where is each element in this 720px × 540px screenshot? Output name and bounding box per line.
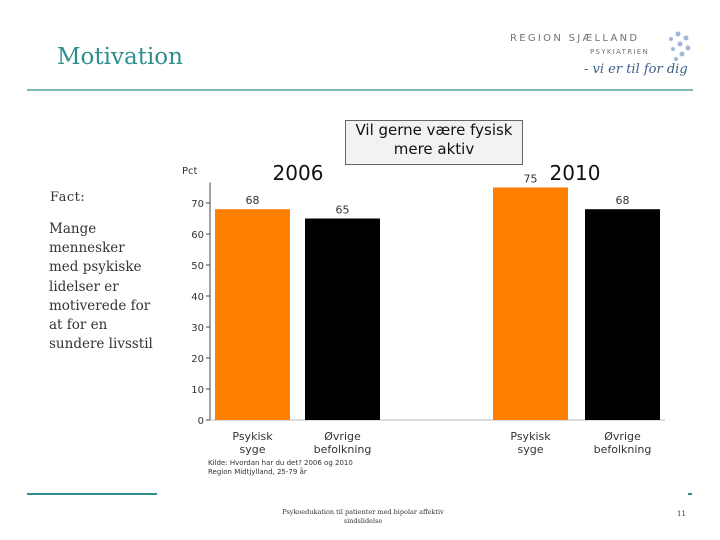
y-tick-label: 10 (191, 385, 204, 396)
category-label: Øvrige (604, 430, 641, 443)
bar-value-label: 68 (246, 194, 260, 207)
fact-line: Mange (49, 221, 97, 237)
page-number: 11 (677, 510, 686, 518)
chart-source: Kilde: Hvordan har du det? 2006 og 2010 … (208, 459, 368, 477)
y-tick-label: 30 (191, 323, 204, 334)
footer-divider (27, 493, 157, 495)
category-label: syge (518, 443, 544, 456)
year-label: 2006 (273, 161, 324, 185)
footer-divider-end (688, 493, 692, 495)
fact-text: Mange mennesker med psykiske lidelser er… (49, 220, 169, 354)
fact-line: sundere livsstil (49, 336, 153, 353)
chart-title-line: mere aktiv (393, 140, 475, 158)
title-divider (27, 89, 693, 91)
source-line: Region Midtjylland, 25-79 år (208, 468, 307, 476)
category-label: syge (240, 443, 266, 456)
footer-text: Psykoedukation til patienter med bipolar… (268, 508, 458, 526)
y-tick-label: 20 (191, 354, 204, 365)
bar-chart: Pct 0 10 20 30 40 50 60 70 2006 68 Psykisk syge 65 Øv… (180, 110, 670, 482)
chart-title-line: Vil gerne være fysisk (355, 121, 513, 139)
bar-value-label: 65 (336, 204, 350, 217)
bar (493, 187, 568, 420)
year-label: 2010 (550, 161, 601, 185)
logo-subtitle: PSYKIATRIEN (590, 48, 650, 56)
source-line: Kilde: Hvordan har du det? 2006 og 2010 (208, 459, 353, 467)
category-label: befolkning (314, 443, 372, 456)
category-label: Psykisk (232, 430, 273, 443)
bar (215, 209, 290, 420)
y-tick-label: 0 (198, 416, 204, 427)
footer-line: Psykoedukation til patienter med bipolar… (282, 508, 444, 516)
y-axis-label: Pct (182, 166, 198, 177)
chart-title: Vil gerne være fysisk mere aktiv (345, 120, 523, 165)
fact-line: at for en (49, 317, 108, 334)
logo-dots-icon (669, 31, 691, 61)
fact-line: med psykiske (49, 259, 142, 276)
category-label: befolkning (594, 443, 652, 456)
category-label: Psykisk (510, 430, 551, 443)
fact-line: motiverede for (49, 297, 151, 314)
footer-line: sindslidelse (343, 517, 383, 525)
bar (585, 209, 660, 420)
logo-brand-text: REGION SJÆLLAND (510, 33, 640, 44)
y-tick-label: 40 (191, 292, 204, 303)
logo-tagline: - vi er til for dig (584, 62, 688, 77)
y-tick-label: 50 (191, 261, 204, 272)
category-label: Øvrige (324, 430, 361, 443)
fact-heading: Fact: (50, 190, 86, 205)
bar-value-label: 68 (616, 194, 630, 207)
y-tick-label: 70 (191, 199, 204, 210)
slide-title: Motivation (57, 44, 183, 70)
fact-line: lidelser er (49, 278, 119, 295)
bar-value-label: 75 (524, 173, 538, 186)
fact-line: mennesker (49, 240, 125, 257)
y-tick-label: 60 (191, 230, 204, 241)
region-logo: REGION SJÆLLAND PSYKIATRIEN - vi er til … (508, 28, 693, 90)
bar (305, 218, 380, 420)
